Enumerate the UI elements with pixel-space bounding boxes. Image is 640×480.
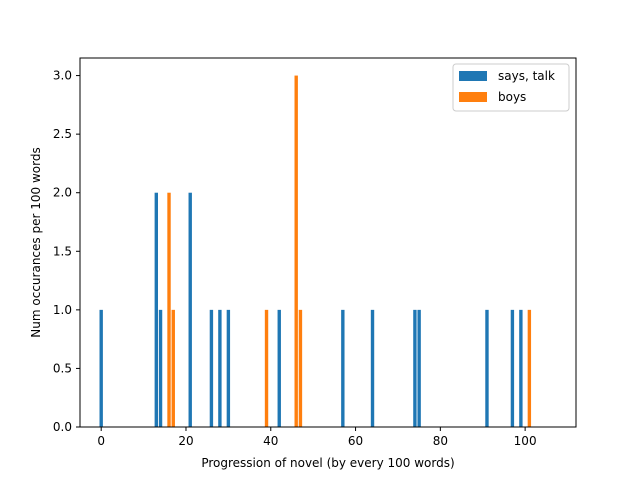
x-tick-label-2: 40 [263,434,278,448]
bar-boys-2 [264,309,269,427]
bar-boys-3 [294,75,298,427]
x-tick-label-5: 100 [514,434,537,448]
bar-says-talk-1 [154,192,158,427]
bar-says-talk-0 [99,309,103,427]
y-tick-label-6: 3.0 [53,69,72,83]
bar-boys-1 [171,309,175,427]
bar-says-talk-10 [413,309,417,427]
x-tick-label-0: 0 [97,434,105,448]
bar-says-talk-14 [519,309,523,427]
bar-boys-0 [167,192,171,427]
bar-says-talk-4 [209,309,214,427]
bar-says-talk-7 [277,309,281,427]
bar-says-talk-8 [341,309,345,427]
plot-frame [79,57,577,428]
y-tick-label-4: 2.0 [53,186,72,200]
x-axis-label: Progression of novel (by every 100 words… [201,456,454,470]
x-axis-ticks: 0 20 40 60 80 100 [97,427,537,448]
legend: says, talk boys [452,63,570,112]
y-tick-label-3: 1.5 [53,244,72,258]
bars-layer [99,75,532,427]
bar-says-talk-6 [226,309,231,427]
legend-swatch-0 [459,71,487,81]
y-tick-label-0: 0.0 [53,420,72,434]
legend-swatch-1 [459,92,487,102]
bar-boys-5 [527,309,532,427]
bar-says-talk-11 [417,309,421,427]
y-axis-ticks: 0.0 0.5 1.0 1.5 2.0 2.5 3.0 [53,69,80,434]
bar-says-talk-2 [158,309,163,427]
x-tick-label-1: 20 [178,434,193,448]
y-axis-label: Num occurances per 100 words [29,147,43,337]
x-tick-label-3: 60 [348,434,363,448]
y-tick-label-5: 2.5 [53,127,72,141]
y-tick-label-1: 0.5 [53,361,72,375]
bar-says-talk-9 [370,309,375,427]
bar-says-talk-5 [218,309,222,427]
bar-says-talk-12 [485,309,489,427]
y-tick-label-2: 1.0 [53,303,72,317]
bar-says-talk-3 [188,192,192,427]
bar-boys-4 [298,309,303,427]
legend-label-1: boys [498,90,526,104]
bar-says-talk-13 [510,309,515,427]
x-tick-label-4: 80 [433,434,448,448]
legend-label-0: says, talk [498,69,555,83]
